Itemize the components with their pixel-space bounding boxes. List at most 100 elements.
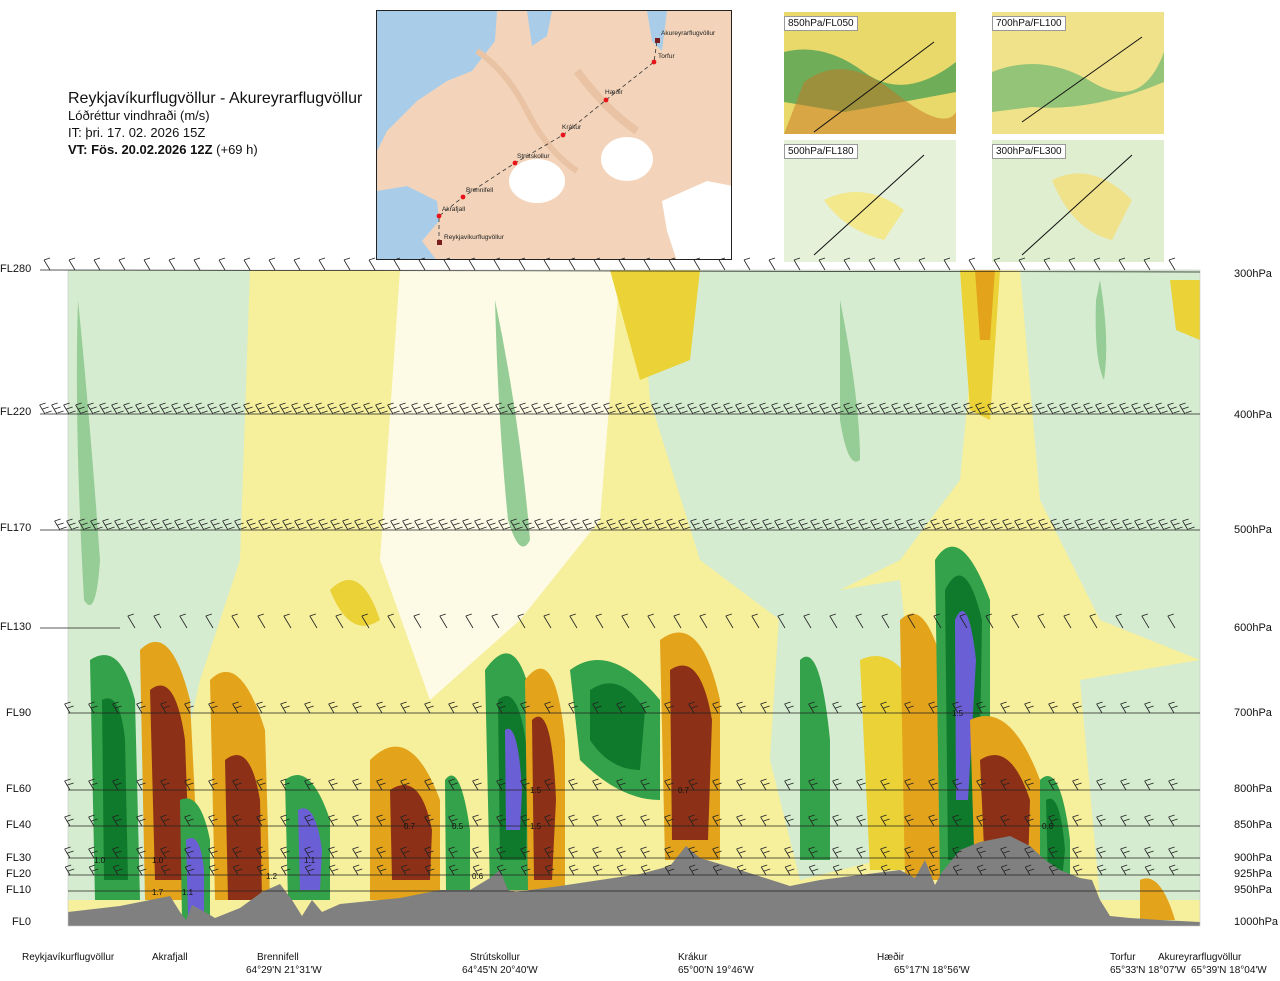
wind-barb [803, 613, 812, 629]
wind-barb [939, 402, 952, 415]
wind-barb [928, 864, 939, 876]
wind-barb [1024, 814, 1034, 827]
level-left-fl170: FL170 [0, 522, 32, 534]
level-right-600: 600hPa [1234, 622, 1272, 634]
wind-barb [387, 402, 400, 415]
wind-barb [136, 814, 146, 827]
wind-barb [568, 814, 578, 827]
wind-barb [751, 613, 760, 629]
wind-barb [75, 402, 88, 415]
wind-barb [558, 518, 571, 531]
wind-barb [544, 814, 554, 827]
valid-time-offset: (+69 h) [216, 142, 258, 157]
wind-barb [1024, 864, 1035, 876]
wind-barb [160, 701, 170, 714]
level-right-500: 500hPa [1234, 524, 1272, 536]
wind-barb [328, 864, 339, 876]
mini-map-label: 850hPa/FL050 [784, 16, 858, 31]
wind-barb [832, 701, 842, 714]
wind-barb [1144, 864, 1155, 876]
wind-barb [498, 518, 511, 531]
wind-barb [472, 701, 482, 714]
wind-barb [615, 402, 628, 415]
wind-barb [808, 814, 818, 827]
wind-barb [856, 778, 866, 791]
wind-barb [1093, 257, 1101, 271]
wind-barb [818, 257, 826, 271]
wind-barb [594, 518, 607, 531]
wind-barb [1024, 701, 1034, 714]
wind-barb [678, 518, 691, 531]
wind-barb [762, 518, 775, 531]
wind-barb [243, 257, 251, 271]
wind-barb [735, 402, 748, 415]
wind-barb [760, 846, 770, 859]
wind-barb [112, 814, 122, 827]
level-right-1000: 1000hPa [1234, 916, 1279, 928]
wind-barb [1086, 518, 1099, 531]
wind-barb [339, 402, 352, 415]
wind-barb [162, 518, 175, 531]
wind-barb [418, 257, 426, 271]
wind-barb [351, 402, 364, 415]
wind-barb [736, 701, 746, 714]
wind-barb [328, 814, 338, 827]
location-coord: 64°45'N 20°40'W [462, 965, 538, 976]
wind-barb [1143, 257, 1151, 271]
wind-barb [318, 257, 326, 271]
wind-barb [642, 518, 655, 531]
value-label: 0.6 [472, 872, 484, 881]
wind-barb [1062, 518, 1075, 531]
wind-barb [738, 518, 751, 531]
wind-barb [1146, 518, 1159, 531]
wind-barb [1168, 814, 1178, 827]
wind-barb [99, 402, 112, 415]
wind-barb [486, 518, 499, 531]
wind-barb [1179, 402, 1192, 415]
wind-barb [136, 778, 146, 791]
wind-barb [1048, 864, 1059, 876]
location-name: Brennifell [257, 952, 299, 963]
wind-barb [592, 701, 602, 714]
wind-barb [184, 701, 194, 714]
mini-map-graphic [992, 140, 1164, 262]
wind-barb [426, 518, 439, 531]
wind-barb [126, 518, 139, 531]
wind-barb [474, 518, 487, 531]
wind-barb [1059, 402, 1072, 415]
level-left-fl220: FL220 [0, 406, 32, 418]
wind-barb [771, 402, 784, 415]
wind-barb [123, 402, 136, 415]
vertical-wind-field [68, 270, 1200, 926]
wind-barb [150, 518, 163, 531]
wind-barb [112, 864, 123, 876]
wind-barb [424, 778, 434, 791]
wind-barb [928, 701, 938, 714]
location-brennifell: Brennifell 64°29'N 21°31'W [246, 951, 322, 977]
wind-barb [153, 613, 162, 629]
wind-barb [184, 814, 194, 827]
wind-barb [760, 814, 770, 827]
wind-barb [268, 257, 276, 271]
wind-barb [867, 402, 880, 415]
wind-barb [54, 518, 67, 531]
wind-barb [1096, 846, 1106, 859]
wind-barb [390, 518, 403, 531]
wind-barb [195, 402, 208, 415]
wind-barb [1144, 814, 1154, 827]
value-label: 1.5 [530, 822, 542, 831]
wind-barb [112, 701, 122, 714]
wind-barb [1000, 846, 1010, 859]
wind-barb [881, 613, 890, 629]
wind-barb [712, 701, 722, 714]
wind-barb [808, 846, 818, 859]
wind-barb [952, 778, 962, 791]
wind-barb [647, 613, 656, 629]
wind-barb [855, 613, 864, 629]
wind-barb [303, 402, 316, 415]
wind-barb [342, 518, 355, 531]
level-left-fl280: FL280 [0, 263, 32, 275]
wind-barb [759, 402, 772, 415]
wind-barb [567, 402, 580, 415]
